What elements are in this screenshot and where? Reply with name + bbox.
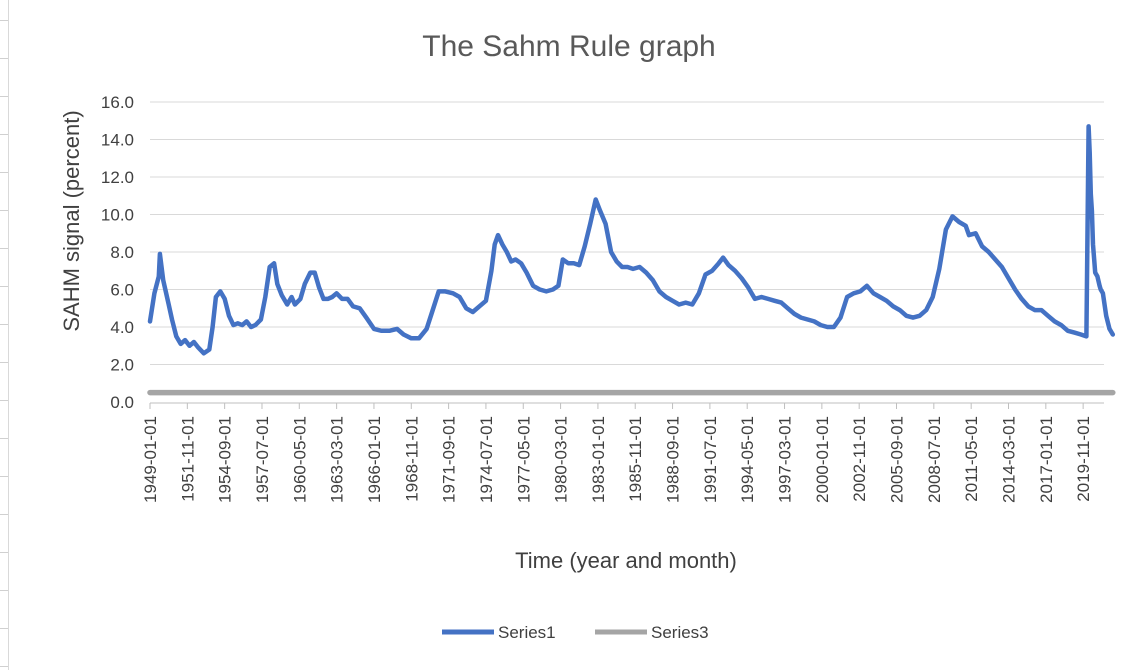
ruler-tick [0,286,8,287]
chart-area[interactable]: The Sahm Rule graph 0.0 2.0 4.0 6.0 8.0 10.0 1… [8,0,1134,670]
x-tick-label: 1997-03-01 [776,416,795,503]
y-tick-label: 0.0 [110,393,134,412]
ruler-tick [0,666,8,667]
ruler-tick [0,476,8,477]
x-tick-label: 1954-09-01 [216,416,235,503]
y-tick-label: 16.0 [101,93,134,112]
ruler-tick [0,248,8,249]
legend-item-series1[interactable]: Series1 [442,623,556,642]
x-tick-label: 1960-05-01 [290,416,309,503]
ruler-tick [0,20,8,21]
x-tick-label: 1971-09-01 [440,416,459,503]
x-tick-label: 1983-01-01 [589,416,608,503]
x-tick-label: 1974-07-01 [477,416,496,503]
ruler-tick [0,58,8,59]
ruler-tick [0,324,8,325]
x-tick-label: 1980-03-01 [552,416,571,503]
ruler-tick [0,514,8,515]
legend-label-series3: Series3 [651,623,709,642]
legend[interactable]: Series1 Series3 [442,623,709,642]
y-tick-label: 14.0 [101,131,134,150]
ruler-tick [0,628,8,629]
ruler-tick [0,210,8,211]
y-tick-label: 6.0 [110,281,134,300]
x-tick-label: 2011-05-01 [962,416,981,502]
x-tick-label: 2017-01-01 [1037,416,1056,503]
x-tick-label: 2005-09-01 [888,416,907,503]
x-tick-label: 2000-01-01 [813,416,832,503]
ruler-tick [0,400,8,401]
ruler-tick [0,552,8,553]
y-tick-label: 12.0 [101,168,134,187]
y-tick-label: 8.0 [110,243,134,262]
x-tick-label: 2008-07-01 [925,416,944,503]
x-axis-ticks: 1949-01-01 1951-11-01 1954-09-01 1957-07-01… [141,403,1093,503]
y-tick-label: 4.0 [110,318,134,337]
legend-item-series3[interactable]: Series3 [595,623,709,642]
y-tick-label: 10.0 [101,206,134,225]
x-tick-label: 1994-05-01 [738,416,757,503]
series-line-series1[interactable] [147,124,1116,356]
x-tick-label: 1991-07-01 [701,416,720,503]
x-tick-label: 1949-01-01 [141,416,160,503]
x-tick-label: 1963-03-01 [328,416,347,503]
x-tick-label: 2002-11-01 [850,416,869,502]
x-tick-label: 1951-11-01 [178,416,197,502]
x-tick-label: 1957-07-01 [253,416,272,503]
y-axis-ticks: 0.0 2.0 4.0 6.0 8.0 10.0 12.0 14.0 16.0 [101,93,134,412]
ruler-tick [0,590,8,591]
ruler-tick [0,172,8,173]
ruler-tick [0,96,8,97]
legend-label-series1: Series1 [498,623,556,642]
x-tick-label: 2019-11-01 [1074,416,1093,502]
x-tick-label: 1966-01-01 [365,416,384,503]
y-tick-label: 2.0 [110,356,134,375]
sheet-ruler [0,0,8,670]
x-tick-label: 1968-11-01 [402,416,421,502]
series-lines [147,124,1116,396]
chart-title: The Sahm Rule graph [422,30,716,63]
ruler-tick [0,362,8,363]
x-axis-title: Time (year and month) [515,548,737,573]
sahm-rule-chart: The Sahm Rule graph 0.0 2.0 4.0 6.0 8.0 10.0 1… [59,30,1116,642]
y-axis-title: SAHM signal (percent) [59,110,84,331]
gridlines [150,101,1104,404]
x-tick-label: 1977-05-01 [514,416,533,503]
ruler-tick [0,134,8,135]
x-tick-label: 2014-03-01 [999,416,1018,503]
x-tick-label: 1985-11-01 [626,416,645,502]
x-tick-label: 1988-09-01 [664,416,683,503]
ruler-tick [0,438,8,439]
